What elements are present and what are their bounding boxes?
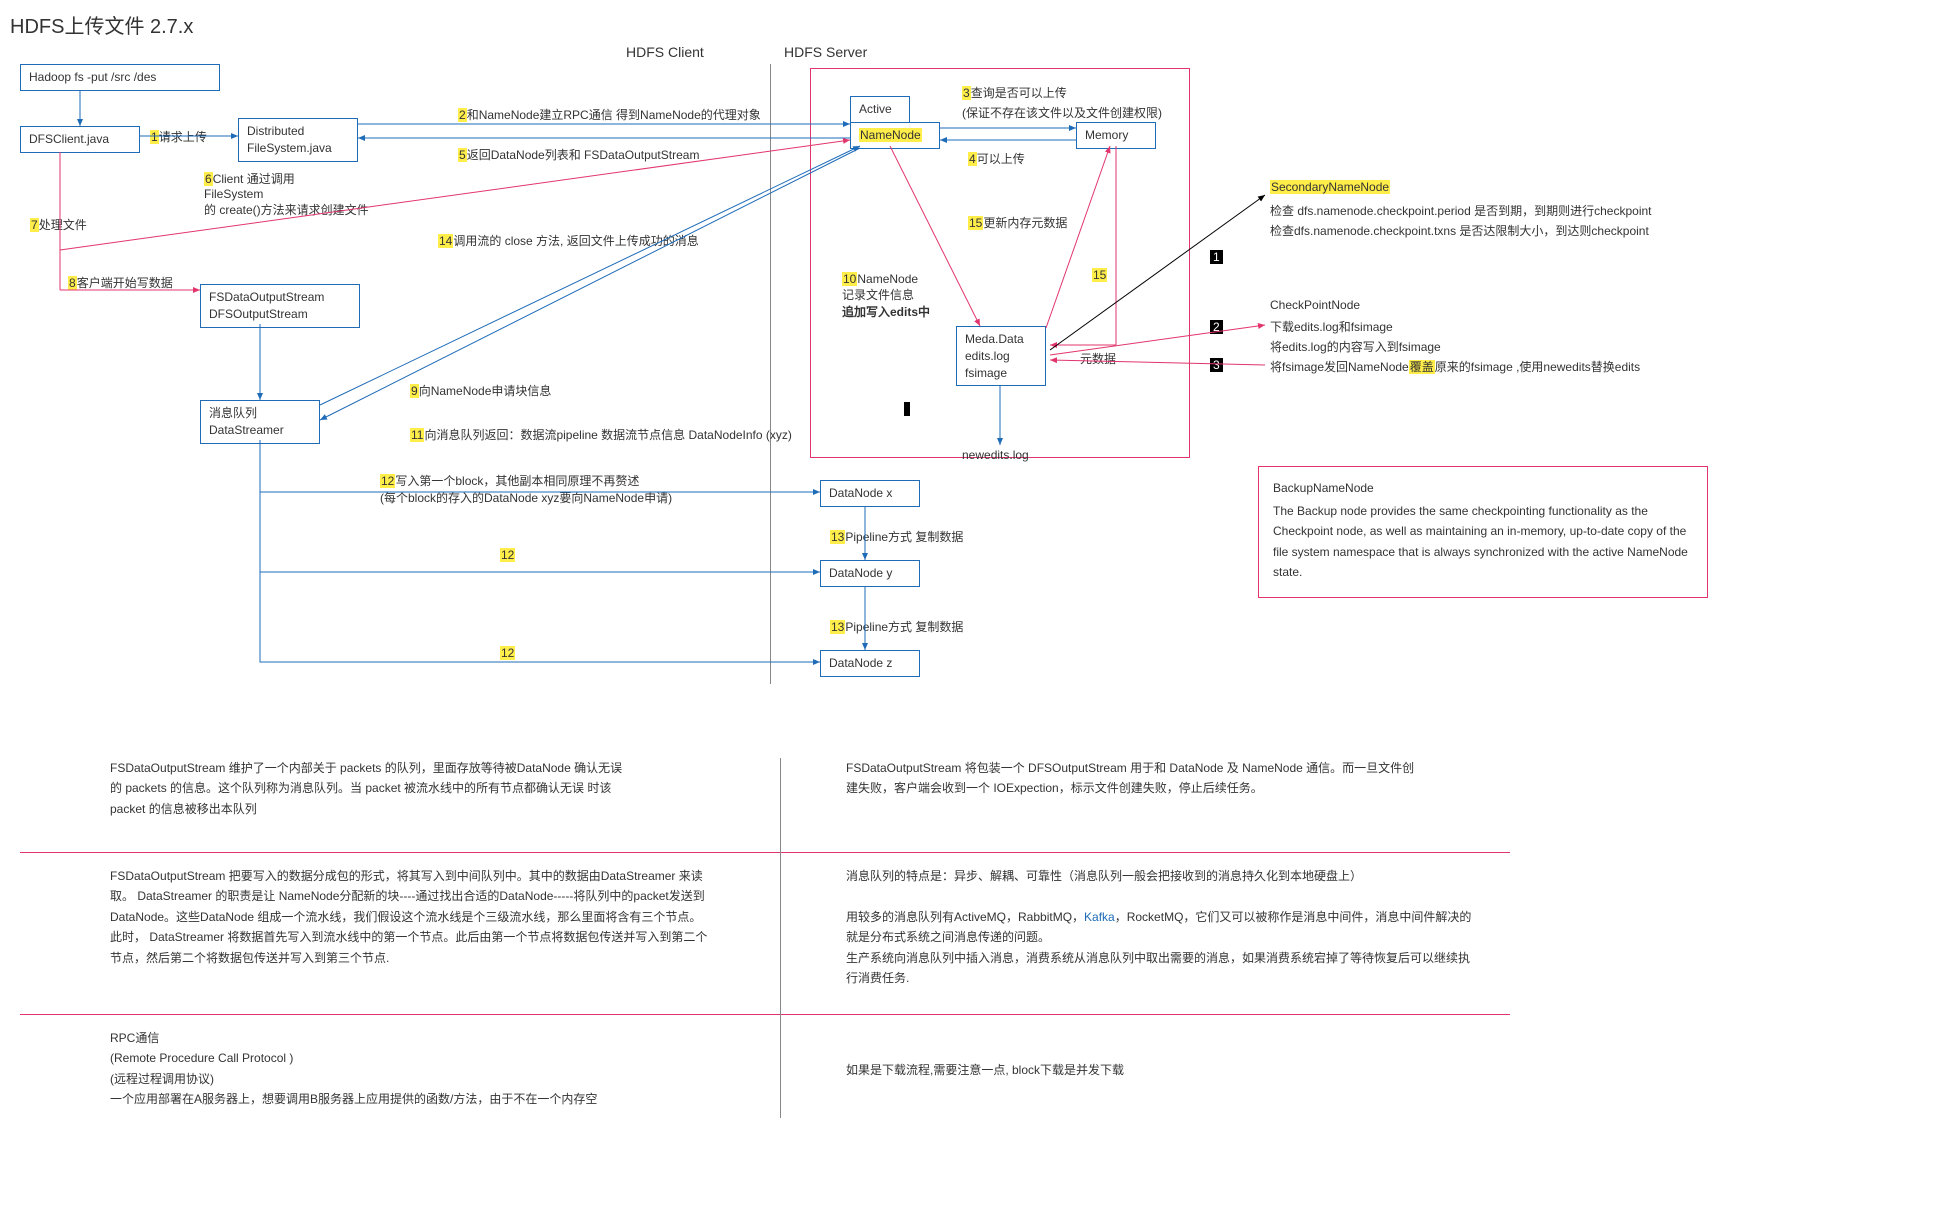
node-fsout: FSDataOutputStream DFSOutputStream bbox=[200, 284, 360, 328]
step-4: 4可以上传 bbox=[968, 150, 1025, 167]
section-server: HDFS Server bbox=[784, 44, 867, 60]
node-datanode-z: DataNode z bbox=[820, 650, 920, 677]
step-12n-b: 12 bbox=[500, 646, 515, 660]
chk-1: 1 bbox=[1210, 250, 1223, 264]
page-title: HDFS上传文件 2.7.x bbox=[10, 10, 1926, 39]
step-7: 7处理文件 bbox=[30, 216, 87, 233]
section-client: HDFS Client bbox=[626, 44, 704, 60]
diagram-canvas: HDFS上传文件 2.7.x HDFS Client HDFS Server H… bbox=[10, 10, 1926, 1210]
step-9: 9向NameNode申请块信息 bbox=[410, 382, 551, 399]
step-1: 1请求上传 bbox=[150, 128, 207, 145]
secondary-l1: 检查 dfs.namenode.checkpoint.period 是否到期，到… bbox=[1270, 202, 1652, 219]
note-6: 如果是下载流程,需要注意一点, block下载是并发下载 bbox=[846, 1060, 1446, 1080]
node-streamer: 消息队列 DataStreamer bbox=[200, 400, 320, 444]
node-datanode-y: DataNode y bbox=[820, 560, 920, 587]
step-15n: 15 bbox=[1092, 268, 1107, 282]
divider-vertical bbox=[770, 64, 771, 684]
node-hadoop-cmd: Hadoop fs -put /src /des bbox=[20, 64, 220, 91]
node-datanode-x: DataNode x bbox=[820, 480, 920, 507]
step-14: 14调用流的 close 方法, 返回文件上传成功的消息 bbox=[438, 232, 699, 249]
hr-2 bbox=[20, 1014, 1510, 1015]
notes-divider bbox=[780, 758, 781, 1118]
node-checkpoint: CheckPointNode bbox=[1270, 298, 1360, 312]
step-12: 12写入第一个block，其他副本相同原理不再赘述 (每个block的存入的Da… bbox=[380, 472, 730, 506]
node-memory: Memory bbox=[1076, 122, 1156, 149]
secondary-l2: 检查dfs.namenode.checkpoint.txns 是否达限制大小，到… bbox=[1270, 222, 1649, 239]
node-secondary: SecondaryNameNode bbox=[1270, 180, 1390, 194]
node-distfs: Distributed FileSystem.java bbox=[238, 118, 358, 162]
label-metadata: 元数据 bbox=[1080, 350, 1116, 367]
step-13a: 13Pipeline方式 复制数据 bbox=[830, 528, 963, 545]
note-1: FSDataOutputStream 维护了一个内部关于 packets 的队列… bbox=[110, 758, 630, 819]
node-meta: Meda.Data edits.log fsimage bbox=[956, 326, 1046, 386]
step-2: 2和NameNode建立RPC通信 得到NameNode的代理对象 bbox=[458, 106, 761, 123]
step-3: 3查询是否可以上传 bbox=[962, 84, 1067, 101]
note-4: 消息队列的特点是：异步、解耦、可靠性（消息队列一般会把接收到的消息持久化到本地硬… bbox=[846, 866, 1476, 988]
step-5: 5返回DataNode列表和 FSDataOutputStream bbox=[458, 146, 699, 163]
node-dfsclient: DFSClient.java bbox=[20, 126, 140, 153]
step-8: 8客户端开始写数据 bbox=[68, 274, 173, 291]
node-backup: BackupNameNode The Backup node provides … bbox=[1258, 466, 1708, 598]
checkpoint-l2: 将edits.log的内容写入到fsimage bbox=[1270, 338, 1441, 355]
checkpoint-l1: 下载edits.log和fsimage bbox=[1270, 318, 1393, 335]
chk-3: 3 bbox=[1210, 358, 1223, 372]
checkpoint-l3: 将fsimage发回NameNode覆盖原来的fsimage ,使用newedi… bbox=[1270, 358, 1640, 375]
hr-1 bbox=[20, 852, 1510, 853]
step-11: 11向消息队列返回：数据流pipeline 数据流节点信息 DataNodeIn… bbox=[410, 426, 792, 443]
step-10: 10NameNode 记录文件信息 追加写入edits中 bbox=[842, 272, 982, 320]
chk-2: 2 bbox=[1210, 320, 1223, 334]
note-5: RPC通信 (Remote Procedure Call Protocol ) … bbox=[110, 1028, 710, 1110]
node-active: Active bbox=[850, 96, 910, 123]
label-newedits: newedits.log bbox=[962, 448, 1029, 462]
node-namenode: NameNode bbox=[850, 122, 940, 149]
step-3b: (保证不存在该文件以及文件创建权限) bbox=[962, 104, 1162, 121]
step-6: 6Client 通过调用 FileSystem 的 create()方法来请求创… bbox=[204, 170, 404, 218]
note-2: FSDataOutputStream 将包装一个 DFSOutputStream… bbox=[846, 758, 1426, 799]
step-edits-gen bbox=[904, 402, 910, 416]
step-13b: 13Pipeline方式 复制数据 bbox=[830, 618, 963, 635]
step-12n-a: 12 bbox=[500, 548, 515, 562]
step-15: 15更新内存元数据 bbox=[968, 214, 1067, 231]
note-3: FSDataOutputStream 把要写入的数据分成包的形式，将其写入到中间… bbox=[110, 866, 710, 968]
